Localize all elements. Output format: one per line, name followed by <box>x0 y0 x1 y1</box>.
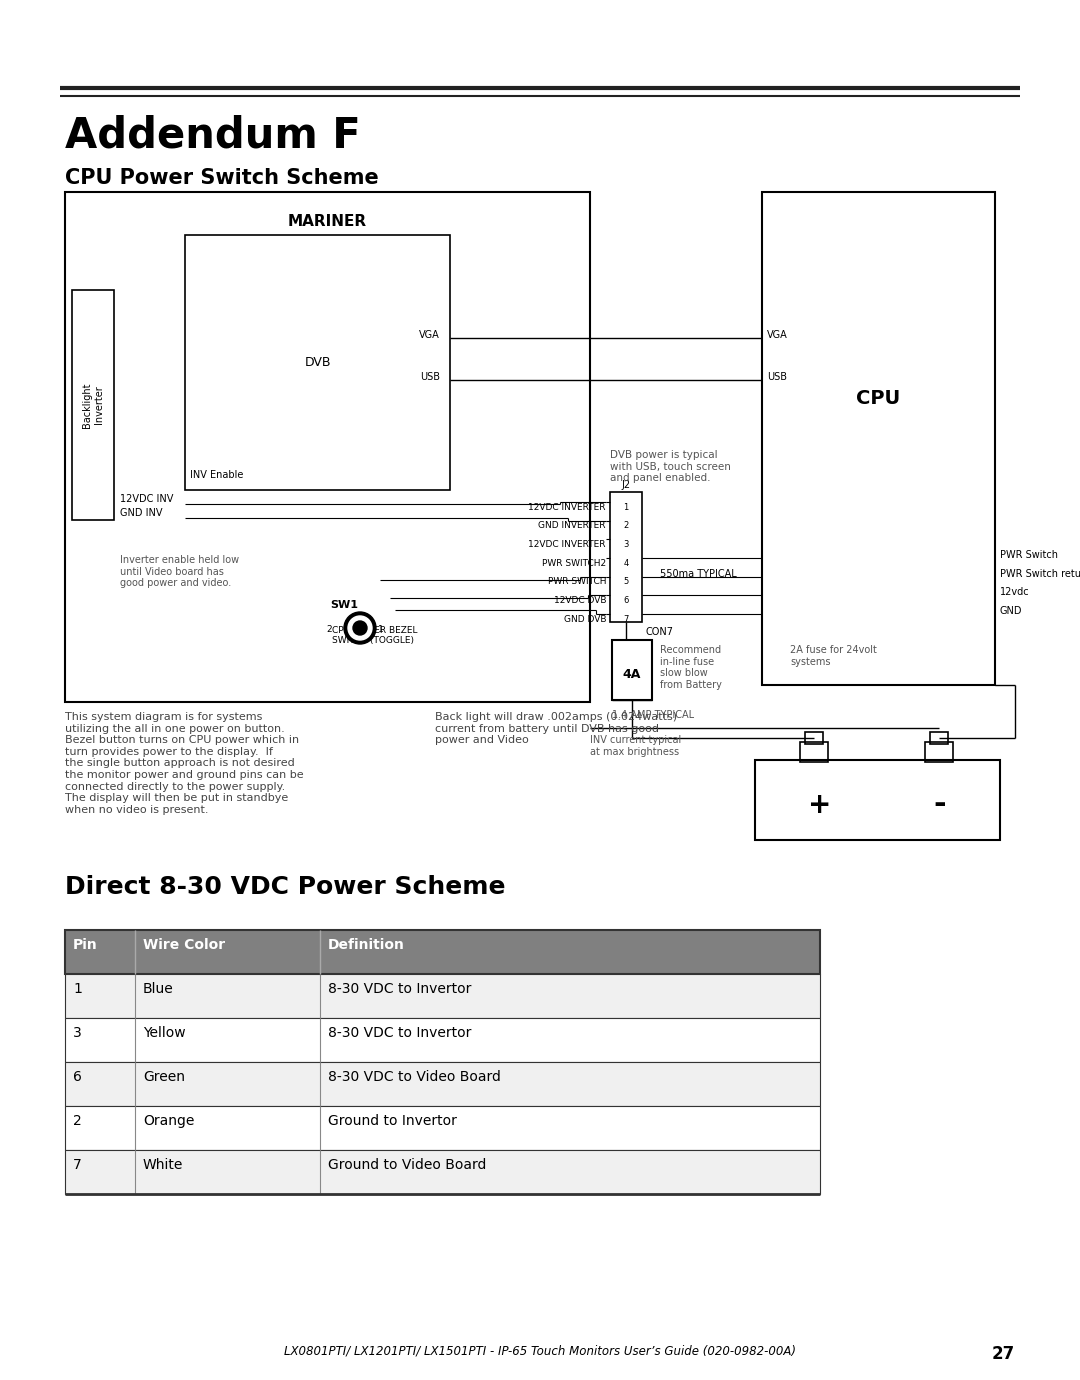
Bar <box>755 760 1000 840</box>
Bar <box>924 742 953 762</box>
Text: 12vdc: 12vdc <box>1000 588 1029 598</box>
Circle shape <box>345 611 376 644</box>
Circle shape <box>348 615 372 640</box>
Text: Recommend
in-line fuse
slow blow
from Battery: Recommend in-line fuse slow blow from Ba… <box>660 644 721 690</box>
Text: 12VDC INV: 12VDC INV <box>120 494 174 504</box>
Bar <box>762 192 995 684</box>
Text: CPU POWER BEZEL
SWITCH (TOGGLE): CPU POWER BEZEL SWITCH (TOGGLE) <box>332 627 418 646</box>
Text: CON7: CON7 <box>645 627 673 638</box>
Bar <box>65 1150 820 1194</box>
Text: PWR Switch: PWR Switch <box>1000 551 1058 560</box>
Text: PWR Switch return: PWR Switch return <box>1000 569 1080 578</box>
Text: USB: USB <box>767 373 787 382</box>
Bar <box>65 930 820 974</box>
Text: 5: 5 <box>623 577 629 586</box>
Bar <box>65 1105 820 1150</box>
Text: VGA: VGA <box>767 330 787 339</box>
Bar <box>65 192 590 702</box>
Text: 550ma TYPICAL: 550ma TYPICAL <box>660 569 737 578</box>
Text: Definition: Definition <box>328 938 405 952</box>
Text: 12VDC INVERTER: 12VDC INVERTER <box>528 540 606 549</box>
Text: 1: 1 <box>73 983 82 996</box>
Text: Blue: Blue <box>143 983 174 996</box>
Text: 12VDC DVB: 12VDC DVB <box>554 596 606 604</box>
Text: LX0801PTI/ LX1201PTI/ LX1501PTI - IP-65 Touch Monitors User’s Guide (020-0982-00: LX0801PTI/ LX1201PTI/ LX1501PTI - IP-65 … <box>284 1346 796 1358</box>
Bar <box>185 235 450 490</box>
Text: VGA: VGA <box>419 330 440 339</box>
Text: CPU: CPU <box>856 389 901 408</box>
Text: +: + <box>808 791 832 818</box>
Text: 3: 3 <box>73 1025 82 1041</box>
Text: Addendum F: Addendum F <box>65 115 361 157</box>
Text: 8-30 VDC to Invertor: 8-30 VDC to Invertor <box>328 983 471 996</box>
Bar <box>930 731 948 744</box>
Text: White: White <box>143 1158 184 1172</box>
Text: 27: 27 <box>991 1346 1015 1363</box>
Text: 12VDC INVERTER: 12VDC INVERTER <box>528 502 606 512</box>
Text: 4: 4 <box>623 559 629 567</box>
Bar <box>72 290 114 520</box>
Text: 1: 1 <box>378 625 383 635</box>
Text: 6: 6 <box>73 1070 82 1085</box>
Text: 8-30 VDC to Invertor: 8-30 VDC to Invertor <box>328 1025 471 1041</box>
Text: MARINER: MARINER <box>288 214 367 229</box>
Text: Backlight
Inverter: Backlight Inverter <box>82 382 104 428</box>
Text: Inverter enable held low
until Video board has
good power and video.: Inverter enable held low until Video boa… <box>120 555 239 588</box>
Text: 2: 2 <box>73 1114 82 1127</box>
Text: -: - <box>934 791 946 820</box>
Text: J2: J2 <box>621 480 631 490</box>
Text: 4A: 4A <box>623 668 642 682</box>
Text: Back light will draw .002amps (0.024watts)
current from battery until DVB has go: Back light will draw .002amps (0.024watt… <box>435 712 677 745</box>
Text: 6: 6 <box>623 596 629 604</box>
Text: GND INV: GND INV <box>120 508 162 518</box>
Text: 8-30 VDC to Video Board: 8-30 VDC to Video Board <box>328 1070 501 1085</box>
Bar <box>65 1018 820 1063</box>
Text: Pin: Pin <box>73 938 98 952</box>
Text: 3: 3 <box>623 540 629 549</box>
Bar <box>610 493 642 622</box>
Text: INV Enable: INV Enable <box>190 471 243 480</box>
Text: SW1: SW1 <box>330 600 357 610</box>
Text: 1: 1 <box>623 502 629 512</box>
Text: DVB power is typical
with USB, touch screen
and panel enabled.: DVB power is typical with USB, touch scr… <box>610 450 731 483</box>
Text: USB: USB <box>420 373 440 382</box>
Text: Ground to Invertor: Ground to Invertor <box>328 1114 457 1127</box>
Text: DVB: DVB <box>305 356 330 368</box>
Bar <box>800 742 828 762</box>
Bar <box>805 731 823 744</box>
Text: This system diagram is for systems
utilizing the all in one power on button.
Bez: This system diagram is for systems utili… <box>65 712 303 814</box>
Text: 7: 7 <box>623 614 629 624</box>
Text: 2A fuse for 24volt
systems: 2A fuse for 24volt systems <box>789 644 877 667</box>
Text: CPU Power Switch Scheme: CPU Power Switch Scheme <box>65 168 379 188</box>
Text: Wire Color: Wire Color <box>143 938 225 952</box>
Circle shape <box>353 621 367 635</box>
Bar <box>65 1063 820 1105</box>
Text: GND DVB: GND DVB <box>564 614 606 624</box>
Text: PWR SWITCH2: PWR SWITCH2 <box>542 559 606 567</box>
Bar <box>612 640 652 700</box>
Text: Yellow: Yellow <box>143 1025 186 1041</box>
Text: 7: 7 <box>73 1158 82 1172</box>
Text: INV current typical
at max brightness: INV current typical at max brightness <box>590 736 681 756</box>
Text: 2: 2 <box>326 625 332 635</box>
Text: Orange: Orange <box>143 1114 194 1127</box>
Text: GND: GND <box>1000 606 1023 615</box>
Text: PWR SWITCH: PWR SWITCH <box>548 577 606 586</box>
Bar <box>65 974 820 1018</box>
Text: 2: 2 <box>623 522 629 530</box>
Text: Direct 8-30 VDC Power Scheme: Direct 8-30 VDC Power Scheme <box>65 875 505 898</box>
Text: 1.4 AMP TYPICAL: 1.4 AMP TYPICAL <box>612 709 694 720</box>
Text: Ground to Video Board: Ground to Video Board <box>328 1158 486 1172</box>
Text: Green: Green <box>143 1070 185 1085</box>
Text: GND INVERTER: GND INVERTER <box>539 522 606 530</box>
